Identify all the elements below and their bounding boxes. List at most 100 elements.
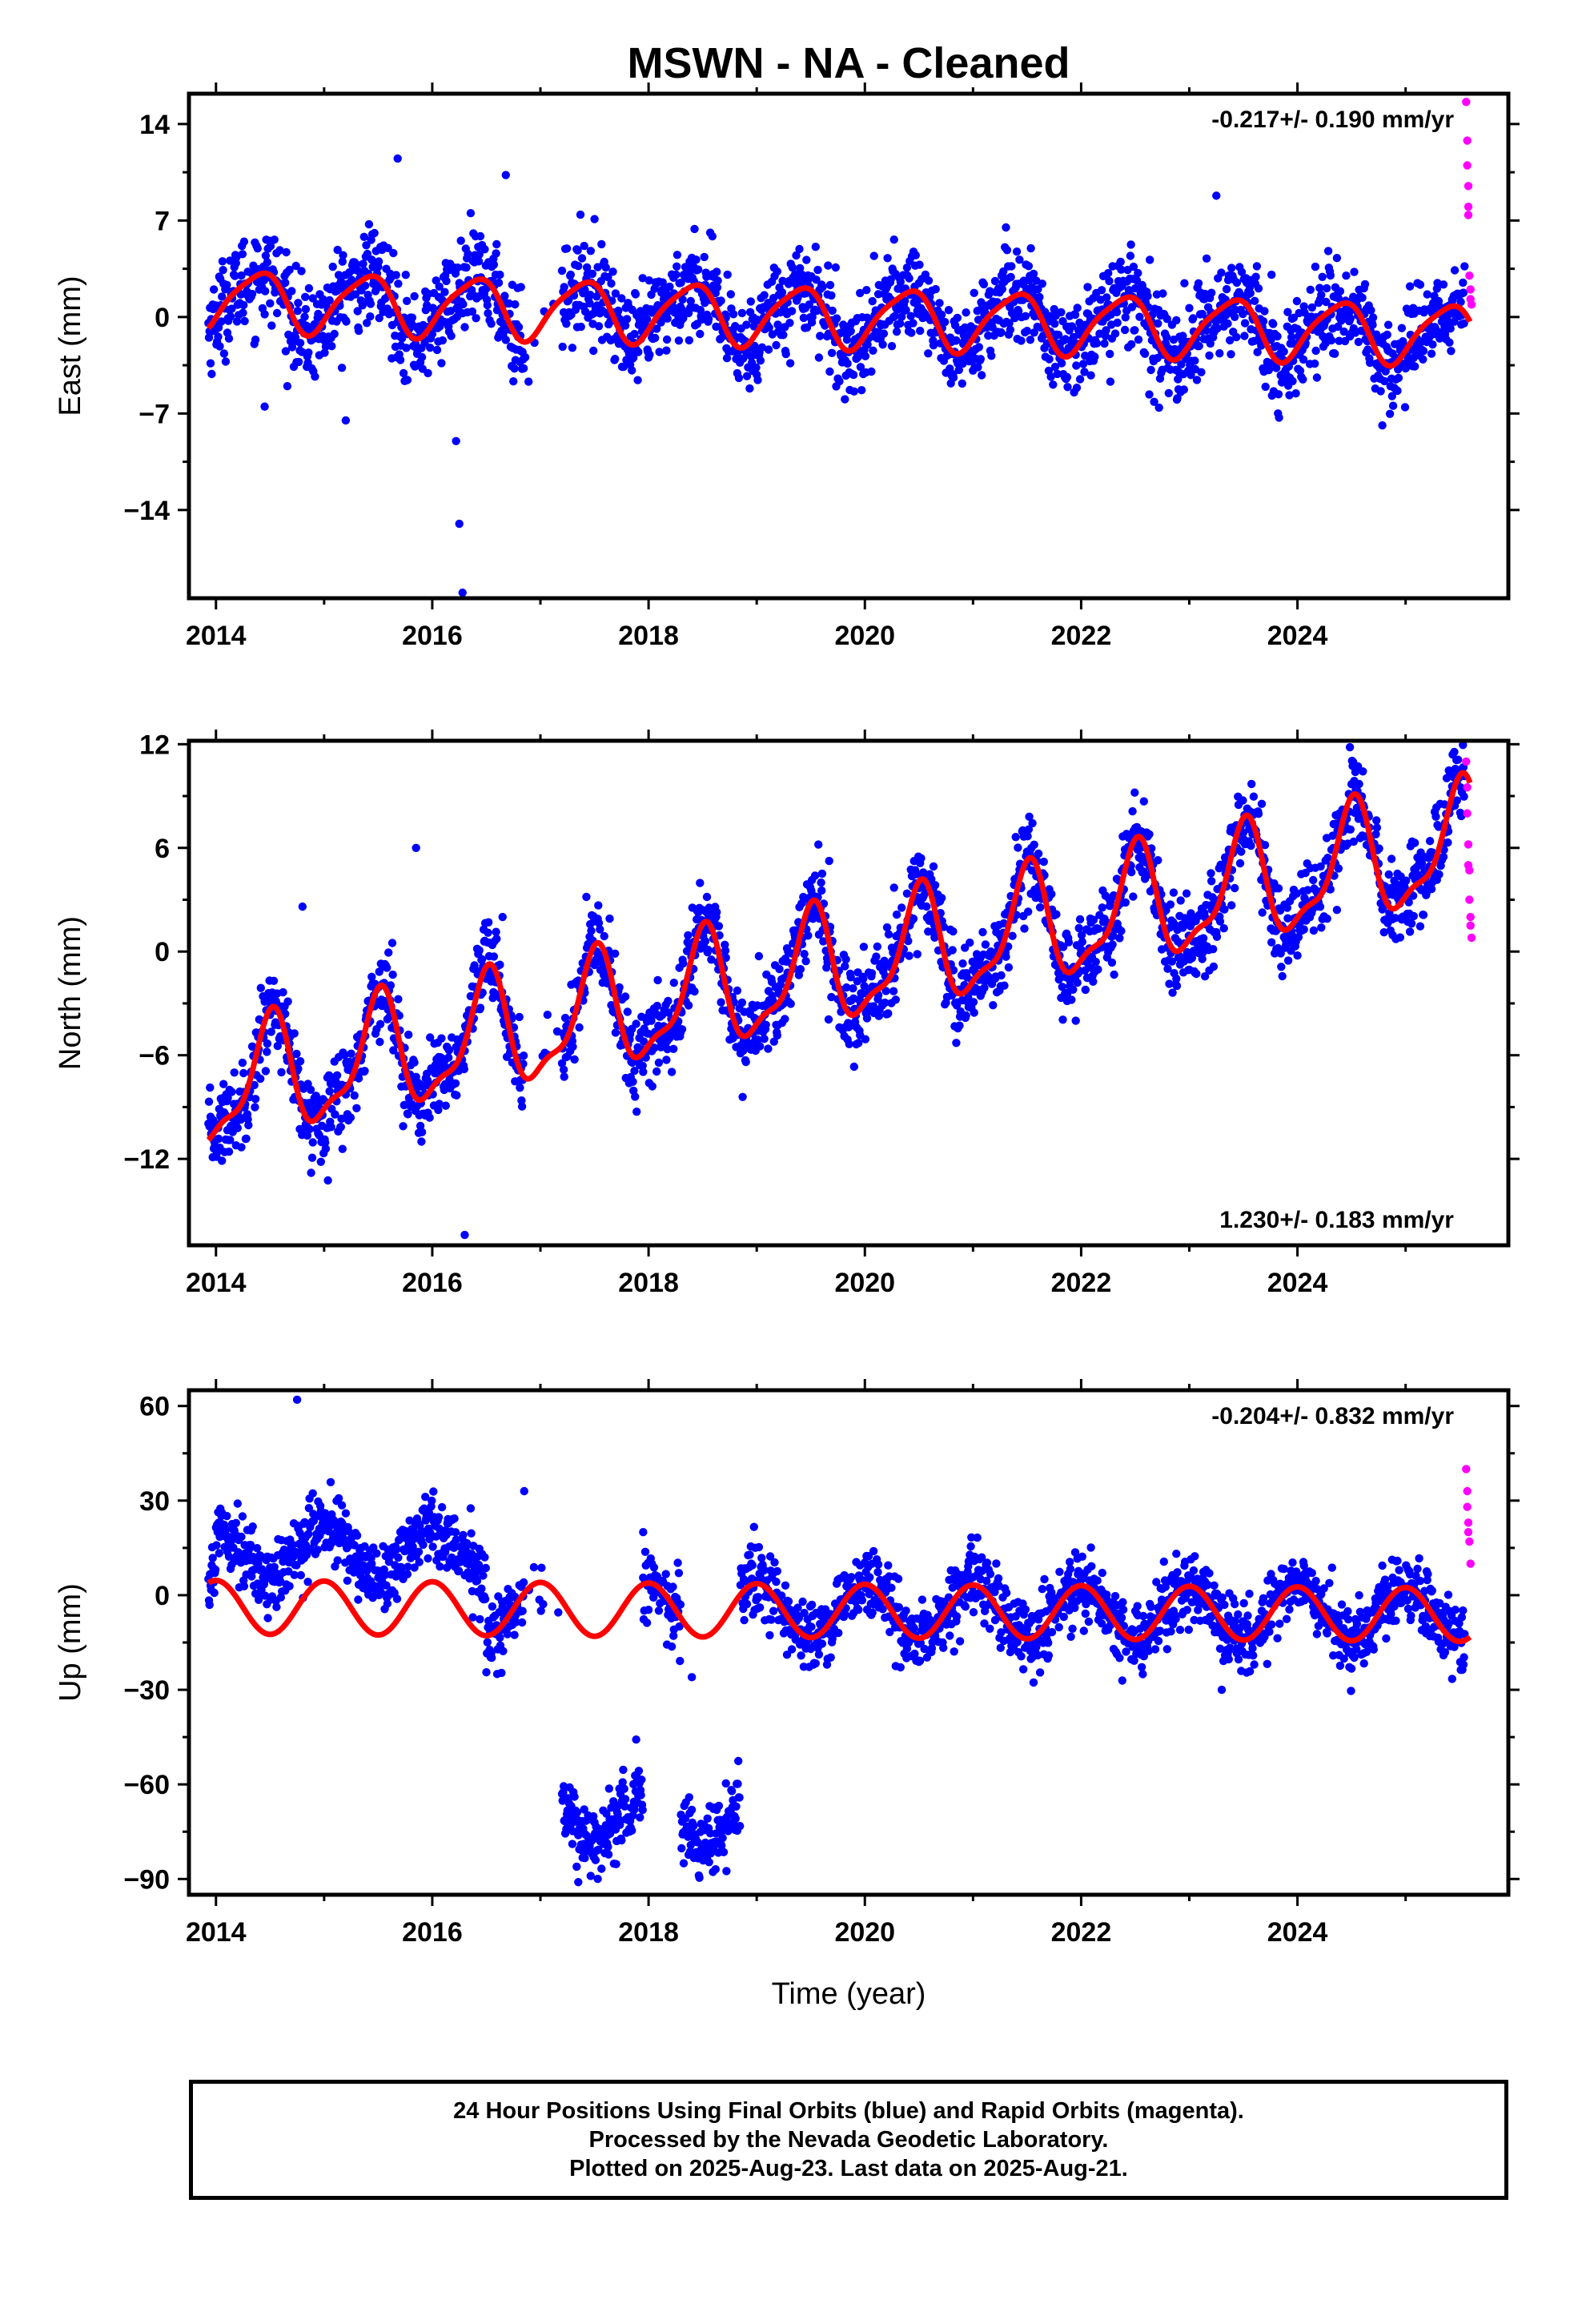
final-orbit-point <box>214 332 223 341</box>
final-orbit-point <box>849 370 858 380</box>
final-orbit-point <box>1069 985 1078 995</box>
final-orbit-point <box>281 1009 290 1019</box>
final-orbit-point <box>1419 355 1427 364</box>
final-orbit-point <box>1195 341 1203 351</box>
x-tick-label: 2022 <box>1051 621 1112 651</box>
final-orbit-point <box>568 1042 577 1051</box>
final-orbit-point <box>1165 979 1174 988</box>
final-orbit-point <box>860 982 869 991</box>
final-orbit-point <box>713 267 721 276</box>
final-orbit-point <box>753 1035 762 1044</box>
final-orbit-point <box>674 336 684 345</box>
final-orbit-point <box>331 1110 339 1119</box>
final-orbit-point <box>252 1544 262 1553</box>
final-orbit-point <box>260 310 269 319</box>
final-orbit-point <box>420 339 429 348</box>
rapid-orbit-points <box>1462 98 1476 309</box>
final-orbit-point <box>1179 385 1189 394</box>
final-orbit-point <box>223 1511 231 1521</box>
final-orbit-point <box>619 362 628 372</box>
final-orbit-point <box>314 309 323 319</box>
final-orbit-point <box>236 1115 245 1124</box>
final-orbit-point <box>841 395 849 404</box>
final-orbit-point <box>1311 262 1320 271</box>
final-orbit-point <box>979 279 989 289</box>
final-orbit-point <box>1220 905 1229 914</box>
final-orbit-point <box>1015 255 1024 264</box>
final-orbit-point <box>417 352 427 362</box>
final-orbit-point <box>359 259 367 268</box>
final-orbit-point <box>227 1088 236 1096</box>
final-orbit-point <box>824 1015 833 1024</box>
final-orbit-point <box>1316 862 1325 871</box>
final-orbit-point <box>590 215 599 223</box>
final-orbit-point <box>1002 223 1010 232</box>
final-orbit-point <box>417 1128 427 1136</box>
y-tick-label: 6 <box>155 834 170 864</box>
figure-title: MSWN - NA - Cleaned <box>628 39 1070 87</box>
final-orbit-point <box>785 359 795 368</box>
final-orbit-point <box>685 336 693 345</box>
final-orbit-point <box>226 312 235 321</box>
x-tick-label: 2024 <box>1267 1268 1328 1298</box>
final-orbit-point <box>223 280 231 289</box>
final-orbit-point <box>662 335 672 344</box>
final-orbit-point <box>856 288 865 298</box>
final-orbit-point <box>662 346 671 355</box>
final-orbit-point <box>632 1108 641 1116</box>
final-orbit-point <box>1130 788 1139 797</box>
final-orbit-point <box>1222 284 1231 294</box>
final-orbit-point <box>1081 985 1090 995</box>
final-orbit-point <box>1443 317 1453 326</box>
final-orbit-point <box>1227 901 1236 910</box>
final-orbit-point <box>1002 246 1012 255</box>
final-orbit-point <box>881 987 890 995</box>
final-orbit-point <box>1459 288 1468 297</box>
final-orbit-point <box>812 275 821 284</box>
final-orbit-point <box>251 1095 260 1104</box>
final-orbit-point <box>294 1064 303 1073</box>
final-orbit-point <box>1202 326 1211 335</box>
final-orbit-point <box>1287 931 1297 939</box>
final-orbit-point <box>696 329 705 339</box>
final-orbit-point <box>1291 389 1300 398</box>
final-orbit-point <box>573 246 582 255</box>
final-orbit-point <box>1169 888 1178 897</box>
final-orbit-point <box>509 377 518 386</box>
final-orbit-point <box>594 322 604 331</box>
rapid-orbit-point <box>1464 182 1473 191</box>
final-orbit-point <box>1240 332 1249 340</box>
final-orbit-point <box>692 255 701 264</box>
final-orbit-point <box>412 843 420 852</box>
final-orbit-point <box>238 1512 247 1521</box>
final-orbit-point <box>281 278 290 287</box>
final-orbit-point <box>1116 257 1125 267</box>
final-orbit-point <box>704 945 713 955</box>
final-orbit-point <box>1334 294 1343 303</box>
final-orbit-point <box>285 265 294 275</box>
final-orbit-point <box>1317 291 1326 300</box>
final-orbit-point <box>1334 864 1343 873</box>
final-orbit-point <box>460 1064 468 1074</box>
final-orbit-point <box>1024 825 1034 834</box>
final-orbit-point <box>717 998 725 1007</box>
final-orbit-point <box>873 942 882 951</box>
final-orbit-point <box>1327 336 1336 345</box>
final-orbit-point <box>886 275 895 283</box>
final-orbit-point <box>1283 956 1293 965</box>
final-orbit-point <box>1415 280 1425 289</box>
final-orbit-point <box>1235 858 1245 868</box>
final-orbit-point <box>1450 317 1459 326</box>
final-orbit-point <box>1439 280 1448 289</box>
final-orbit-point <box>787 307 797 316</box>
final-orbit-point <box>1318 272 1327 281</box>
final-orbit-point <box>320 348 329 357</box>
final-orbit-point <box>1207 877 1216 886</box>
final-orbit-point <box>795 244 804 254</box>
final-orbit-point <box>596 925 604 934</box>
final-orbit-point <box>1275 906 1285 915</box>
final-orbit-point <box>742 372 752 380</box>
final-orbit-point <box>340 1051 349 1059</box>
final-orbit-point <box>1223 319 1232 328</box>
